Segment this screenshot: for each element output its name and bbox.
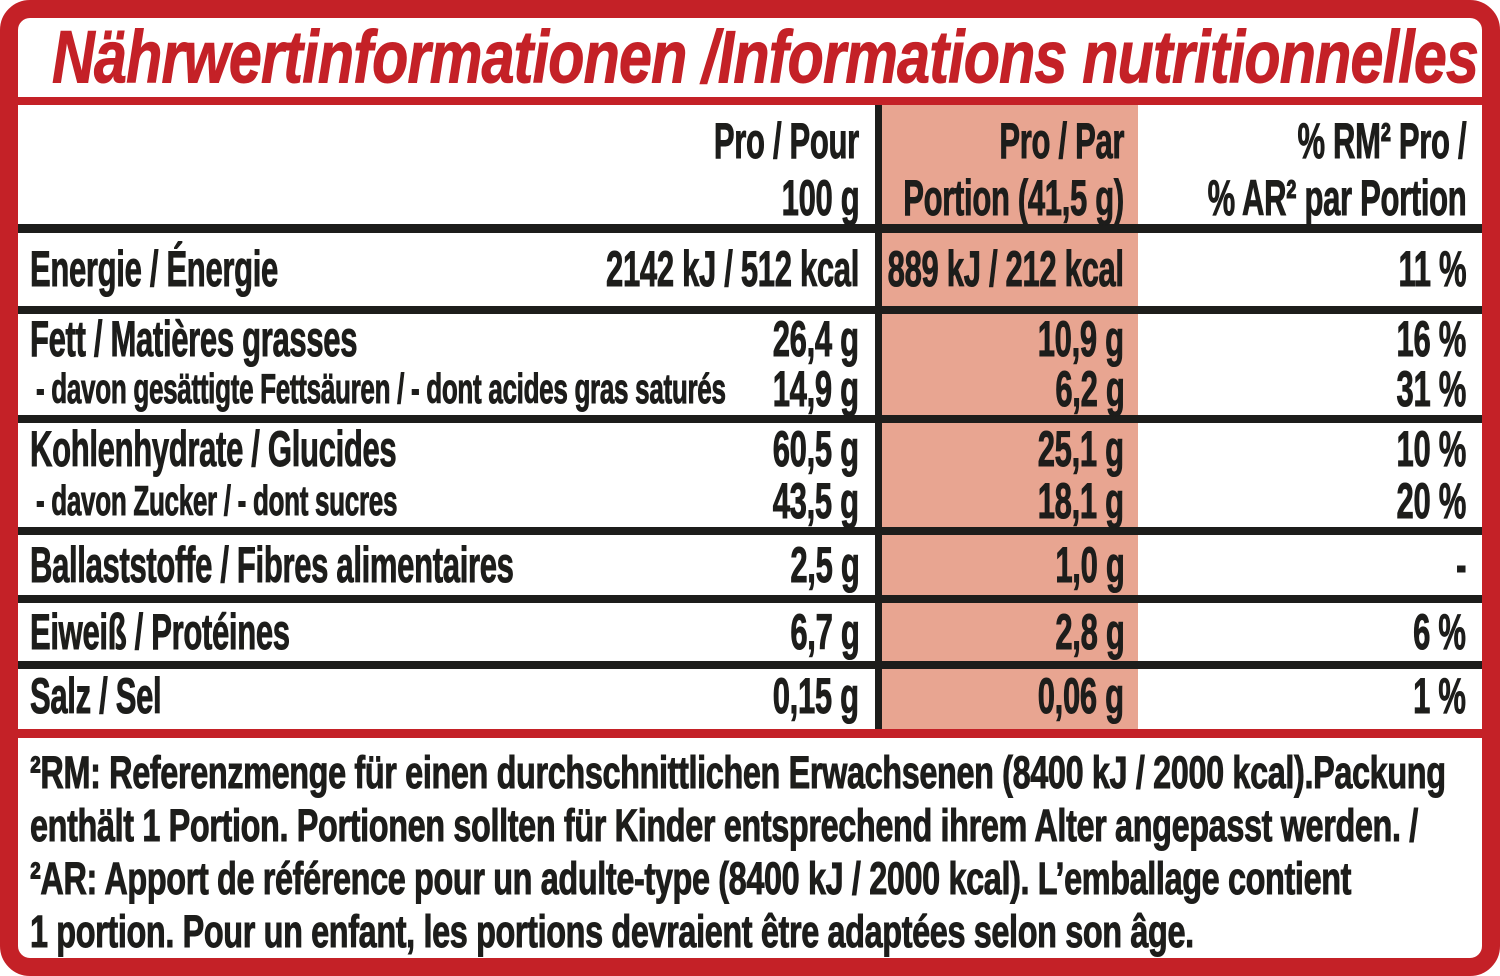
value-percent: 10 % — [1396, 420, 1466, 477]
row-label: Kohlenhydrate / Glucides — [30, 420, 397, 477]
header-per-portion-line1: Pro / Par — [999, 112, 1125, 169]
value-percent: 31 % — [1396, 361, 1466, 418]
cell-label-per100: - davon gesättigte Fettsäuren / - dont a… — [18, 361, 875, 418]
cell-percent: 20 % — [1138, 472, 1482, 529]
value-per-portion: 0,06 g — [1037, 668, 1125, 725]
table-row-fibre: Ballaststoffe / Fibres alimentaires 2,5 … — [18, 535, 1482, 603]
cell-label-per100: Salz / Sel 0,15 g — [18, 668, 875, 725]
table-header-row: Pro / Pour 100 g Pro / Par Portion (41,5… — [18, 105, 1482, 233]
cell-per-portion: 889 kJ / 212 kcal — [875, 233, 1138, 306]
row-line: Energie / Énergie 2142 kJ / 512 kcal 889… — [18, 233, 1482, 306]
cell-per-portion: 10,9 g — [875, 310, 1138, 367]
cell-percent: 31 % — [1138, 361, 1482, 418]
cell-per-portion: 18,1 g — [875, 472, 1138, 529]
row-sublabel: - davon Zucker / - dont sucres — [36, 476, 398, 524]
cell-percent: 11 % — [1138, 233, 1482, 306]
header-percent-ri: % RM² Pro / % AR² par Portion — [1138, 105, 1482, 226]
cell-label-per100: Ballaststoffe / Fibres alimentaires 2,5 … — [18, 535, 875, 595]
footnote-line-1: ²RM: Referenzmenge für einen durchschnit… — [30, 747, 1447, 799]
footnote-line-3: ²AR: Apport de référence pour un adulte-… — [30, 853, 1352, 905]
row-line: Ballaststoffe / Fibres alimentaires 2,5 … — [18, 535, 1482, 595]
row-label: Energie / Énergie — [30, 241, 279, 298]
value-per-100g: 60,5 g — [772, 420, 860, 477]
cell-percent: - — [1138, 535, 1482, 595]
value-per-portion: 2,8 g — [1054, 603, 1125, 660]
row-line-sub: - davon gesättigte Fettsäuren / - dont a… — [18, 361, 1482, 418]
value-percent: 16 % — [1396, 310, 1466, 367]
cell-label-per100: Kohlenhydrate / Glucides 60,5 g — [18, 420, 875, 477]
cell-per-portion: 2,8 g — [875, 603, 1138, 661]
value-per-100g: 6,7 g — [789, 603, 860, 660]
table-row-protein: Eiweiß / Protéines 6,7 g 2,8 g 6 % — [18, 603, 1482, 669]
header-per-portion: Pro / Par Portion (41,5 g) — [875, 105, 1138, 226]
header-per-100g: Pro / Pour 100 g — [18, 105, 875, 226]
table-row-salt: Salz / Sel 0,15 g 0,06 g 1 % — [18, 668, 1482, 725]
cell-percent: 1 % — [1138, 668, 1482, 725]
cell-label-per100: Energie / Énergie 2142 kJ / 512 kcal — [18, 233, 875, 306]
value-per-100g: 43,5 g — [772, 472, 860, 529]
value-percent: 6 % — [1413, 603, 1466, 660]
row-label: Ballaststoffe / Fibres alimentaires — [30, 536, 515, 593]
cell-percent: 6 % — [1138, 603, 1482, 661]
value-percent: 20 % — [1396, 472, 1466, 529]
divider-under-title — [18, 96, 1482, 105]
table-row-carbohydrate: Kohlenhydrate / Glucides 60,5 g 25,1 g 1… — [18, 420, 1482, 535]
row-label: Fett / Matières grasses — [30, 310, 358, 367]
label-content: Nährwertinformationen /Informations nutr… — [18, 15, 1482, 958]
value-per-100g: 2,5 g — [789, 536, 860, 593]
title-band: Nährwertinformationen /Informations nutr… — [18, 15, 1482, 99]
value-percent: 1 % — [1413, 668, 1466, 725]
row-sublabel: - davon gesättigte Fettsäuren / - dont a… — [36, 365, 727, 413]
header-per-100g-line2: 100 g — [781, 169, 860, 226]
cell-percent: 16 % — [1138, 310, 1482, 367]
row-line: Kohlenhydrate / Glucides 60,5 g 25,1 g 1… — [18, 420, 1482, 477]
value-per-100g: 2142 kJ / 512 kcal — [606, 241, 860, 298]
value-per-portion: 6,2 g — [1054, 361, 1125, 418]
cell-label-per100: Fett / Matières grasses 26,4 g — [18, 310, 875, 367]
header-per-100g-line1: Pro / Pour — [713, 112, 860, 169]
header-per-portion-line2: Portion (41,5 g) — [903, 169, 1125, 226]
value-per-portion: 1,0 g — [1054, 536, 1125, 593]
row-line: Fett / Matières grasses 26,4 g 10,9 g 16… — [18, 310, 1482, 367]
cell-per-portion: 6,2 g — [875, 361, 1138, 418]
value-per-100g: 14,9 g — [772, 361, 860, 418]
cell-label-per100: - davon Zucker / - dont sucres 43,5 g — [18, 472, 875, 529]
header-percent-ri-line2: % AR² par Portion — [1207, 169, 1467, 226]
table-row-energy: Energie / Énergie 2142 kJ / 512 kcal 889… — [18, 233, 1482, 314]
value-percent: 11 % — [1398, 241, 1467, 298]
table-row-fat: Fett / Matières grasses 26,4 g 10,9 g 16… — [18, 310, 1482, 423]
value-per-portion: 25,1 g — [1037, 420, 1125, 477]
footnote-block: ²RM: Referenzmenge für einen durchschnit… — [18, 738, 1482, 958]
value-per-portion: 10,9 g — [1037, 310, 1125, 367]
value-percent: - — [1455, 536, 1467, 593]
value-per-portion: 18,1 g — [1037, 472, 1125, 529]
cell-per-portion: 1,0 g — [875, 535, 1138, 595]
value-per-100g: 0,15 g — [772, 668, 860, 725]
header-percent-ri-line1: % RM² Pro / — [1297, 112, 1467, 169]
row-line-sub: - davon Zucker / - dont sucres 43,5 g 18… — [18, 472, 1482, 529]
footnote-line-4: 1 portion. Pour un enfant, les portions … — [30, 906, 1195, 958]
page-title: Nährwertinformationen /Informations nutr… — [52, 15, 1480, 99]
value-per-100g: 26,4 g — [772, 310, 860, 367]
cell-percent: 10 % — [1138, 420, 1482, 477]
divider-above-footnote — [18, 729, 1482, 738]
footnote-line-2: enthält 1 Portion. Portionen sollten für… — [30, 800, 1419, 852]
row-line: Salz / Sel 0,15 g 0,06 g 1 % — [18, 668, 1482, 725]
cell-per-portion: 25,1 g — [875, 420, 1138, 477]
row-label: Eiweiß / Protéines — [30, 603, 291, 660]
row-label: Salz / Sel — [30, 668, 162, 725]
row-line: Eiweiß / Protéines 6,7 g 2,8 g 6 % — [18, 603, 1482, 661]
value-per-portion: 889 kJ / 212 kcal — [887, 241, 1125, 298]
cell-per-portion: 0,06 g — [875, 668, 1138, 725]
cell-label-per100: Eiweiß / Protéines 6,7 g — [18, 603, 875, 661]
nutrition-table: Pro / Pour 100 g Pro / Par Portion (41,5… — [18, 104, 1482, 730]
